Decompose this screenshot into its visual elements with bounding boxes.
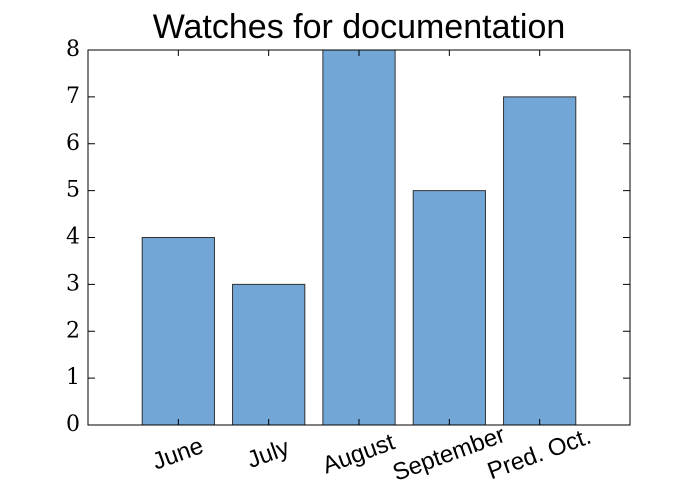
plot-frame: [87, 49, 631, 426]
y-tick-label: 2: [66, 318, 80, 343]
y-tick-label: 5: [66, 178, 80, 203]
y-tick-label: 4: [66, 225, 80, 250]
y-tick-label: 7: [66, 84, 80, 109]
y-tick-label: 6: [66, 131, 80, 156]
bar: [503, 96, 577, 426]
bar: [412, 190, 486, 426]
y-tick-label: 0: [66, 412, 80, 437]
y-tick-label: 8: [66, 37, 80, 62]
x-tick-label: August: [319, 428, 399, 479]
x-tick-label: July: [244, 434, 293, 474]
bar: [322, 49, 396, 426]
chart-title: Watches for documentation: [153, 8, 566, 46]
bar: [232, 283, 306, 426]
y-tick-label: 3: [66, 271, 80, 296]
bar: [141, 237, 215, 426]
y-tick-label: 1: [66, 365, 80, 390]
x-tick-label: June: [149, 432, 207, 475]
